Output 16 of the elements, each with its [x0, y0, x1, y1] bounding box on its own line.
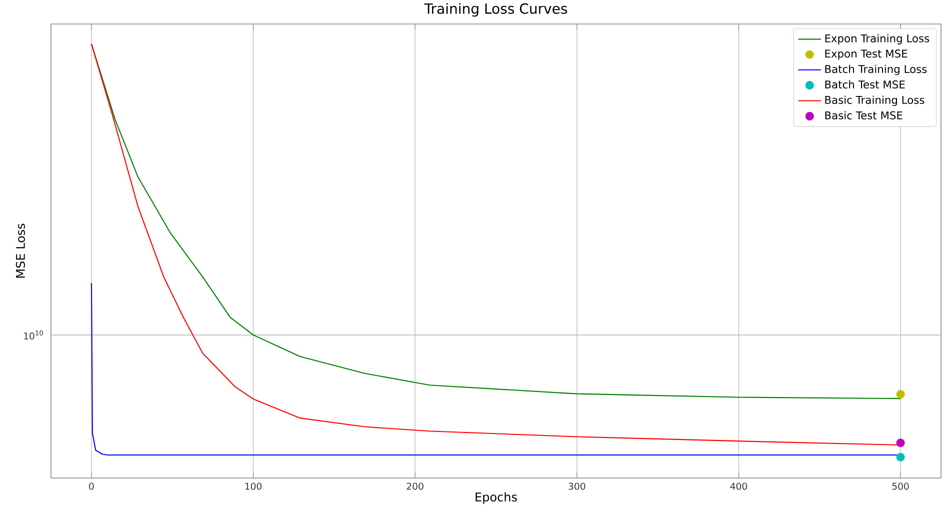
legend-label: Basic Training Loss [825, 96, 924, 106]
x-tick-label: 0 [89, 482, 94, 490]
x-tick-label: 400 [730, 482, 747, 490]
x-tick-label: 300 [568, 482, 586, 490]
y-axis-title: MSE Loss [16, 224, 25, 278]
text: 10$^{10}$ [24, 330, 43, 340]
legend-label: Expon Training Loss [825, 34, 930, 44]
legend-label: Basic Test MSE [825, 111, 902, 120]
x-tick-label: 100 [245, 482, 262, 490]
legend-label: Batch Test MSE [825, 80, 905, 89]
x-axis-title: Epochs [476, 492, 517, 504]
legend-label: Expon Test MSE [825, 50, 908, 60]
x-tick-label: 200 [406, 482, 424, 490]
x-tick-label: 500 [892, 482, 909, 490]
chart-title: Training Loss Curves [424, 3, 568, 17]
legend-label: Batch Training Loss [825, 64, 927, 76]
